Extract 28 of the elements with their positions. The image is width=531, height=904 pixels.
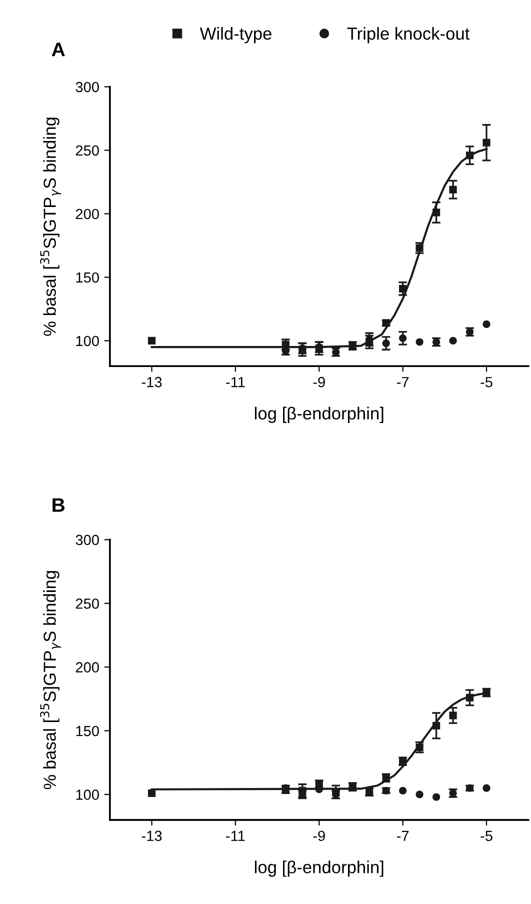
x-tick-label: -11 <box>226 377 245 388</box>
x-tick-label: -11 <box>226 830 245 841</box>
y-tick-label: 200 <box>76 208 99 220</box>
x-tick-label: -9 <box>313 376 325 388</box>
x-tick-label: -13 <box>142 376 162 388</box>
x-tick-label: -5 <box>480 377 492 388</box>
y-tick-label: 100 <box>76 790 99 800</box>
y-axis-title: % basal [$^{35}$S]GTP$_{γ}$S binding <box>40 571 62 790</box>
y-tick-label: 100 <box>76 336 99 346</box>
y-tick-label: 250 <box>76 145 99 156</box>
y-tick-label: 200 <box>76 662 99 672</box>
x-tick-label: -9 <box>313 830 325 842</box>
y-axis-title: % basal [$^{35}$S]GTP$_{γ}$S binding <box>40 118 62 336</box>
x-tick-label: -7 <box>396 377 409 388</box>
x-axis-title: log [β-endorphin] <box>254 406 384 423</box>
chart-title: A <box>52 42 65 56</box>
x-axis-title: log [β-endorphin] <box>254 860 384 877</box>
legend-label: Wild-type <box>200 27 272 44</box>
chart-title: B <box>52 498 64 512</box>
y-tick-label: 150 <box>76 726 99 736</box>
y-tick-label: 300 <box>76 534 99 546</box>
y-tick-label: 150 <box>76 272 99 283</box>
x-tick-label: -7 <box>396 830 409 841</box>
x-tick-label: -13 <box>142 830 162 842</box>
legend-label: Triple knock-out <box>347 27 470 44</box>
y-tick-label: 300 <box>76 82 99 92</box>
x-tick-label: -5 <box>480 830 492 842</box>
y-tick-label: 250 <box>76 598 99 609</box>
